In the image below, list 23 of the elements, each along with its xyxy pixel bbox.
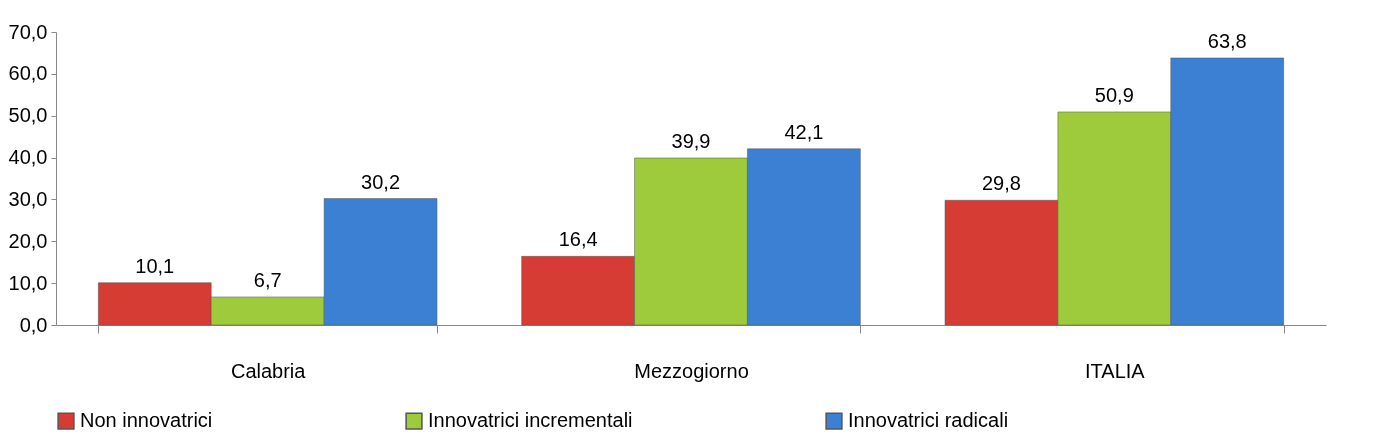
data-label: 29,8: [981, 172, 1021, 195]
y-tick-label: 50,0: [8, 104, 48, 127]
legend-label: Non innovatrici: [80, 409, 213, 432]
data-label: 16,4: [558, 228, 598, 251]
data-label: 50,9: [1094, 83, 1134, 106]
x-tick-label: Calabria: [230, 359, 307, 382]
data-label: 6,7: [253, 268, 282, 291]
legend-label: Innovatrici radicali: [848, 409, 1009, 432]
y-tick-label: 30,0: [8, 187, 48, 210]
legend-label: Innovatrici incrementali: [428, 409, 633, 432]
y-tick-label: 10,0: [8, 271, 48, 294]
y-tick-label: 40,0: [8, 146, 48, 169]
x-tick-label: Mezzogiorno: [634, 359, 749, 382]
x-tick-label: ITALIA: [1085, 359, 1146, 382]
y-tick-label: 60,0: [8, 62, 48, 85]
data-label: 30,2: [361, 170, 401, 193]
data-label: 63,8: [1207, 29, 1247, 52]
data-label: 10,1: [135, 254, 175, 277]
y-tick-label: 20,0: [8, 229, 48, 252]
y-tick-label: 0,0: [19, 313, 48, 336]
y-tick-label: 70,0: [8, 20, 48, 43]
data-label: 42,1: [784, 120, 824, 143]
data-label: 39,9: [671, 129, 711, 152]
